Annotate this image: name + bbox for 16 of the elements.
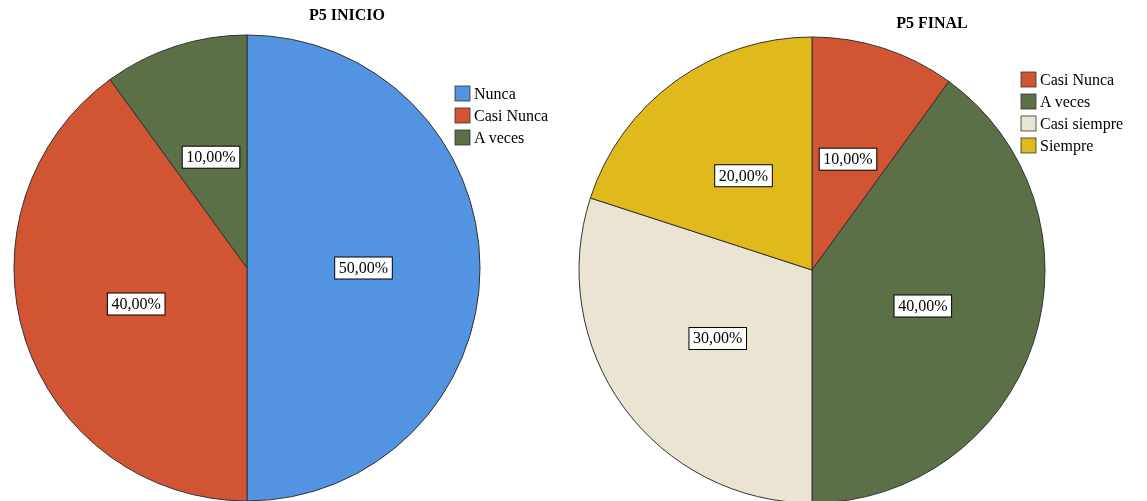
legend-label: Casi siempre [1040,115,1124,133]
chart-title: P5 INICIO [308,6,386,23]
legend-label: A veces [1040,93,1091,110]
chart-title: P5 FINAL [896,14,968,31]
data-label: 40,00% [898,297,948,314]
data-label: 10,00% [186,148,236,166]
legend-label: Siempre [1040,137,1094,155]
legend-label: Casi Nunca [1040,71,1115,88]
data-label: 10,00% [823,150,873,168]
legend-label: Casi Nunca [474,107,549,124]
legend-label: A veces [474,129,525,146]
data-label: 40,00% [111,295,161,312]
data-label: 30,00% [693,329,743,347]
legend-label: Nunca [474,85,516,102]
data-label: 20,00% [718,166,769,184]
data-label: 50,00% [338,259,389,276]
